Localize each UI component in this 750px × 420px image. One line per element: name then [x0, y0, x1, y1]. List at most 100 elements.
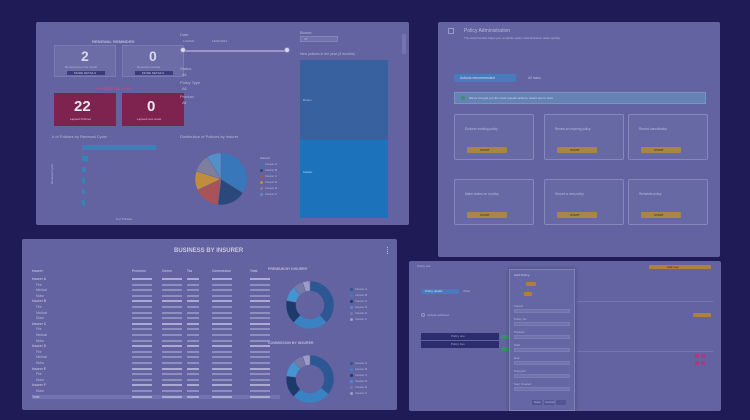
- row-delete-icon[interactable]: [695, 354, 699, 358]
- modal-save-button[interactable]: Save: [532, 400, 542, 405]
- table-row[interactable]: Motor: [32, 361, 280, 365]
- table-row[interactable]: Fire: [32, 327, 280, 331]
- col-premium[interactable]: Premium: [132, 269, 146, 273]
- task-start-button[interactable]: START: [641, 147, 681, 153]
- table-row[interactable]: Motor: [32, 389, 280, 393]
- renewal-bar[interactable]: [82, 178, 85, 183]
- row-cell: [162, 317, 182, 320]
- archived-radio[interactable]: [421, 313, 425, 317]
- task-card[interactable]: Record cancellation START: [628, 114, 708, 160]
- renewal-bar[interactable]: [82, 189, 85, 194]
- task-start-button[interactable]: START: [467, 147, 507, 153]
- table-row[interactable]: Fire: [32, 350, 280, 354]
- table-row[interactable]: Insurer A: [32, 277, 280, 281]
- row-cell: [212, 345, 232, 348]
- task-card[interactable]: Record a new policy START: [544, 179, 624, 225]
- task-start-button[interactable]: START: [467, 212, 507, 218]
- broker-filter-dropdown[interactable]: All: [300, 36, 338, 42]
- renewal-bar[interactable]: [82, 167, 86, 172]
- table-row[interactable]: Insurer C: [32, 322, 280, 326]
- row-cell: [250, 362, 270, 364]
- treemap-block-broker[interactable]: Broker: [300, 60, 388, 140]
- table-row[interactable]: Total: [32, 394, 280, 399]
- row-action-chip[interactable]: [693, 313, 711, 317]
- kpi-lapsed[interactable]: 22 Lapsed Policies: [54, 93, 116, 126]
- col-commission[interactable]: Commission: [212, 269, 232, 273]
- more-details-button[interactable]: MORE DETAILS: [67, 71, 105, 75]
- table-row[interactable]: Medical: [32, 355, 280, 359]
- task-card[interactable]: Reinstate policy START: [628, 179, 708, 225]
- row-cell: [187, 390, 199, 392]
- tab-policy-details[interactable]: Policy details: [421, 289, 459, 294]
- table-row[interactable]: Insurer B: [32, 299, 280, 303]
- donut-slice[interactable]: [302, 280, 311, 293]
- modal-field-input[interactable]: [514, 335, 570, 339]
- table-row[interactable]: Fire: [32, 372, 280, 376]
- add-new-button[interactable]: Add new: [649, 265, 711, 269]
- table-row[interactable]: Medical: [32, 333, 280, 337]
- table-row[interactable]: Motor: [32, 316, 280, 320]
- table-row[interactable]: Insurer F: [32, 383, 280, 387]
- table-row[interactable]: Insurer D: [32, 344, 280, 348]
- date-slider[interactable]: [184, 50, 288, 52]
- date-slider-start-handle[interactable]: [180, 47, 186, 53]
- legend-swatch: [350, 299, 353, 303]
- renewal-bar[interactable]: [82, 145, 157, 150]
- renewal-bar[interactable]: [82, 200, 85, 205]
- modal-cancel-button[interactable]: Cancel: [544, 400, 554, 405]
- date-slider-end-handle[interactable]: [284, 47, 290, 53]
- filter-type-value[interactable]: All: [182, 86, 187, 91]
- row-cell: [250, 311, 270, 314]
- modal-field-input[interactable]: [514, 309, 570, 313]
- policy-item-one[interactable]: Policy one: [421, 333, 499, 340]
- filter-product-value[interactable]: All: [182, 100, 187, 105]
- kpi-lapsed-next-week[interactable]: 0 Lapsed next week: [122, 93, 184, 126]
- row-cell: [212, 362, 232, 364]
- donut-slice[interactable]: [302, 354, 311, 367]
- table-row[interactable]: Medical: [32, 311, 280, 315]
- row-cell: [162, 278, 182, 280]
- table-row[interactable]: Insurer E: [32, 367, 280, 371]
- table-row[interactable]: Motor: [32, 339, 280, 343]
- policy-item-two[interactable]: Policy two: [421, 341, 499, 348]
- donut-slice[interactable]: [309, 354, 335, 395]
- task-card[interactable]: Endorse existing policy START: [454, 114, 534, 160]
- table-row[interactable]: Fire: [32, 305, 280, 309]
- row-cell: [212, 373, 232, 376]
- modal-extra-button[interactable]: [556, 400, 566, 405]
- more-details-button[interactable]: MORE DETAILS: [135, 71, 173, 75]
- table-row[interactable]: Fire: [32, 283, 280, 287]
- row-delete-icon[interactable]: [695, 361, 699, 365]
- modal-field-input[interactable]: [514, 374, 570, 378]
- scrollbar[interactable]: [402, 34, 406, 54]
- row-delete-icon[interactable]: [701, 361, 705, 365]
- modal-field-input[interactable]: [514, 348, 570, 352]
- renewal-bar[interactable]: [82, 156, 89, 161]
- col-total[interactable]: Total: [250, 269, 258, 273]
- row-delete-icon[interactable]: [701, 354, 705, 358]
- pie-slice[interactable]: [206, 152, 222, 180]
- col-tax[interactable]: Tax: [187, 269, 193, 273]
- tab-actions-recommended[interactable]: Actions recommended: [454, 74, 516, 82]
- tab-other[interactable]: Other: [463, 289, 471, 293]
- task-start-label: START: [480, 148, 490, 152]
- more-options-icon[interactable]: [387, 247, 389, 254]
- task-card[interactable]: Renew an expiring policy START: [544, 114, 624, 160]
- modal-field-input[interactable]: [514, 387, 570, 391]
- table-row[interactable]: Motor: [32, 294, 280, 298]
- modal-field-input[interactable]: [514, 322, 570, 326]
- col-insurer[interactable]: Insurer: [32, 269, 43, 273]
- modal-field-input[interactable]: [514, 361, 570, 365]
- donut-slice[interactable]: [309, 280, 335, 323]
- row-cell: [132, 395, 152, 398]
- table-row[interactable]: Motor: [32, 378, 280, 382]
- task-start-button[interactable]: START: [641, 212, 681, 218]
- tab-all-tasks[interactable]: All tasks: [528, 76, 542, 80]
- task-start-button[interactable]: START: [557, 212, 597, 218]
- treemap-block-insurer[interactable]: Insurer: [300, 140, 388, 218]
- table-row[interactable]: Medical: [32, 288, 280, 292]
- col-comm[interactable]: Comm: [162, 269, 172, 273]
- task-start-button[interactable]: START: [557, 147, 597, 153]
- filter-status-value[interactable]: All: [182, 72, 187, 77]
- task-card[interactable]: Make claims on a policy START: [454, 179, 534, 225]
